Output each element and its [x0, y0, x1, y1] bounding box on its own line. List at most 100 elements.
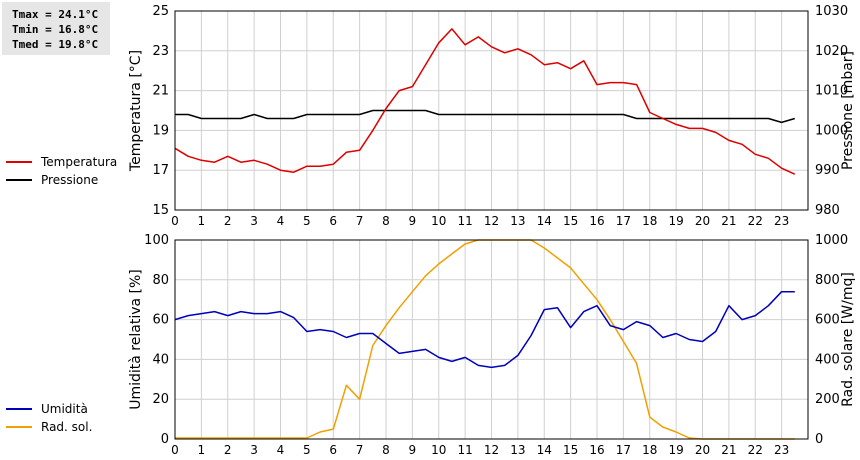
x-tick-label: 1	[198, 214, 206, 228]
x-tick-label: 16	[589, 443, 604, 457]
x-tick-label: 10	[431, 214, 446, 228]
legend-swatch-radsol	[6, 426, 32, 428]
tmed-readout: Tmed = 19.8°C	[12, 38, 99, 51]
x-tick-label: 18	[642, 214, 657, 228]
legend-swatch-temperatura	[6, 161, 32, 163]
x-tick-label: 2	[224, 443, 232, 457]
y-right-tick-label: 1000	[815, 233, 848, 248]
legend-item-pressione: Pressione	[6, 171, 117, 189]
tmin-readout: Tmin = 16.8°C	[12, 23, 99, 36]
x-tick-label: 14	[537, 214, 552, 228]
y-right-tick-label: 600	[815, 313, 840, 328]
x-tick-label: 22	[748, 443, 763, 457]
x-tick-label: 12	[484, 214, 499, 228]
y-right-tick-label: 1030	[815, 4, 848, 19]
legend-item-umidita: Umidità	[6, 400, 92, 418]
tmax-readout: Tmax = 24.1°C	[12, 8, 99, 21]
y-left-tick-label: 0	[161, 432, 169, 447]
y-left-tick-label: 20	[152, 392, 169, 407]
x-tick-label: 11	[457, 214, 472, 228]
x-tick-label: 4	[277, 214, 285, 228]
y-right-tick-label: 990	[815, 163, 840, 178]
x-tick-label: 6	[329, 443, 337, 457]
legend-label-temperatura: Temperatura	[41, 155, 118, 169]
y-left-axis-title: Umidità relativa [%]	[128, 269, 144, 410]
x-tick-label: 5	[303, 214, 311, 228]
x-tick-label: 7	[356, 214, 364, 228]
x-tick-label: 12	[484, 443, 499, 457]
y-right-axis-title: Pressione [mbar]	[840, 51, 856, 170]
y-right-axis-title: Rad. solare [W/mq]	[840, 272, 856, 407]
y-left-tick-label: 40	[152, 352, 169, 367]
y-left-tick-label: 60	[152, 313, 169, 328]
y-left-tick-label: 19	[152, 123, 169, 138]
x-tick-label: 6	[329, 214, 337, 228]
x-tick-label: 18	[642, 443, 657, 457]
x-tick-label: 20	[695, 443, 710, 457]
legend-swatch-umidita	[6, 408, 32, 410]
series-line-pressione	[175, 109, 796, 124]
x-tick-label: 23	[774, 443, 789, 457]
y-right-tick-label: 0	[815, 432, 823, 447]
y-right-tick-label: 800	[815, 273, 840, 288]
x-tick-label: 11	[457, 443, 472, 457]
legend-label-pressione: Pressione	[41, 173, 99, 187]
legend-swatch-pressione	[6, 179, 32, 181]
x-tick-label: 3	[250, 443, 258, 457]
y-right-tick-label: 200	[815, 392, 840, 407]
x-tick-label: 15	[563, 214, 578, 228]
x-tick-label: 21	[721, 214, 736, 228]
x-tick-label: 5	[303, 443, 311, 457]
x-tick-label: 17	[616, 443, 631, 457]
series-line-temperatura	[174, 28, 796, 175]
plot-frame	[174, 10, 809, 211]
x-tick-label: 4	[277, 443, 285, 457]
x-tick-label: 10	[431, 443, 446, 457]
x-tick-label: 1	[198, 443, 206, 457]
x-tick-label: 13	[510, 214, 525, 228]
x-tick-label: 16	[589, 214, 604, 228]
y-left-tick-label: 25	[152, 4, 169, 19]
x-tick-label: 14	[537, 443, 552, 457]
x-tick-label: 23	[774, 214, 789, 228]
x-tick-label: 8	[382, 443, 390, 457]
y-left-tick-label: 23	[152, 44, 169, 59]
x-tick-label: 17	[616, 214, 631, 228]
stats-box: Tmax = 24.1°C Tmin = 16.8°C Tmed = 19.8°…	[2, 2, 110, 55]
y-right-tick-label: 400	[815, 352, 840, 367]
y-left-tick-label: 80	[152, 273, 169, 288]
x-tick-label: 0	[171, 443, 179, 457]
y-left-axis-title: Temperatura [°C]	[128, 50, 144, 172]
x-tick-label: 19	[668, 214, 683, 228]
y-right-tick-label: 1020	[815, 44, 848, 59]
x-tick-label: 0	[171, 214, 179, 228]
legend-top: Temperatura Pressione	[6, 153, 117, 189]
x-tick-label: 2	[224, 214, 232, 228]
y-right-tick-label: 1000	[815, 123, 848, 138]
legend-label-radsol: Rad. sol.	[41, 420, 93, 434]
x-tick-label: 15	[563, 443, 578, 457]
y-left-tick-label: 15	[152, 203, 169, 218]
y-right-tick-label: 1010	[815, 84, 848, 99]
plot-frame	[174, 239, 809, 440]
legend-item-radsol: Rad. sol.	[6, 418, 92, 436]
series-line-rad-sol	[175, 239, 795, 440]
x-tick-label: 9	[409, 443, 417, 457]
x-tick-label: 22	[748, 214, 763, 228]
y-left-tick-label: 100	[144, 233, 169, 248]
x-tick-label: 13	[510, 443, 525, 457]
y-left-tick-label: 17	[152, 163, 169, 178]
x-tick-label: 20	[695, 214, 710, 228]
y-right-tick-label: 980	[815, 203, 840, 218]
series-line-umidit	[174, 290, 795, 369]
x-tick-label: 21	[721, 443, 736, 457]
x-tick-label: 8	[382, 214, 390, 228]
legend-item-temperatura: Temperatura	[6, 153, 117, 171]
x-tick-label: 9	[409, 214, 417, 228]
legend-label-umidita: Umidità	[41, 402, 88, 416]
x-tick-label: 7	[356, 443, 364, 457]
x-tick-label: 19	[668, 443, 683, 457]
legend-bottom: Umidità Rad. sol.	[6, 402, 92, 436]
y-left-tick-label: 21	[152, 84, 169, 99]
